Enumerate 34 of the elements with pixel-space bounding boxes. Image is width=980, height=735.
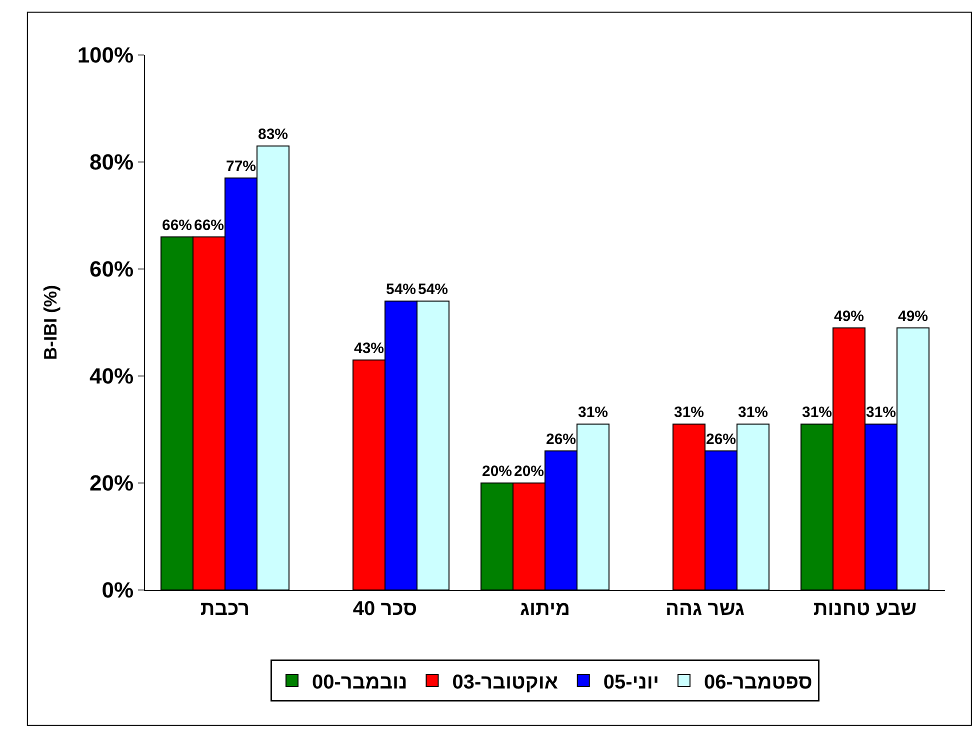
x-tick-label: רכבת [200, 598, 250, 620]
data-label: 26% [546, 430, 576, 448]
y-tick-label: 20% [90, 470, 134, 496]
legend-label: ספטמבר-06 [704, 671, 812, 694]
legend-label: יוני-05 [603, 671, 659, 694]
data-label: 26% [706, 430, 736, 448]
data-label: 77% [226, 158, 256, 176]
data-label: 66% [194, 216, 224, 234]
data-label: 31% [674, 404, 704, 422]
x-tick-label: סכר 40 [352, 598, 418, 620]
data-label: 31% [866, 404, 896, 422]
y-tick-label: 80% [90, 150, 134, 175]
x-tick-label: מיתוג [520, 598, 570, 620]
data-label: 49% [898, 308, 928, 325]
data-label: 83% [258, 126, 288, 143]
x-tick-label: גשר גהה [666, 598, 745, 620]
data-label: 31% [802, 404, 832, 422]
data-label: 54% [386, 281, 416, 298]
legend-label: נובמבר-00 [312, 671, 408, 694]
y-tick-label: 60% [90, 256, 134, 282]
data-label: 31% [738, 404, 768, 422]
y-tick-label: 100% [77, 42, 134, 68]
y-axis-title: B-IBI (%) [40, 285, 61, 360]
y-tick-label: 40% [90, 364, 134, 389]
y-tick-label: 0% [102, 578, 134, 603]
data-label: 54% [418, 281, 448, 298]
data-label: 43% [354, 340, 384, 357]
data-label: 66% [162, 216, 192, 234]
data-label: 31% [578, 404, 608, 422]
data-label: 20% [482, 463, 512, 480]
legend-label: אוקטובר-03 [452, 671, 558, 694]
data-label: 49% [834, 308, 864, 325]
data-label: 20% [514, 463, 544, 480]
x-tick-label: שבע טחנות [813, 598, 917, 620]
